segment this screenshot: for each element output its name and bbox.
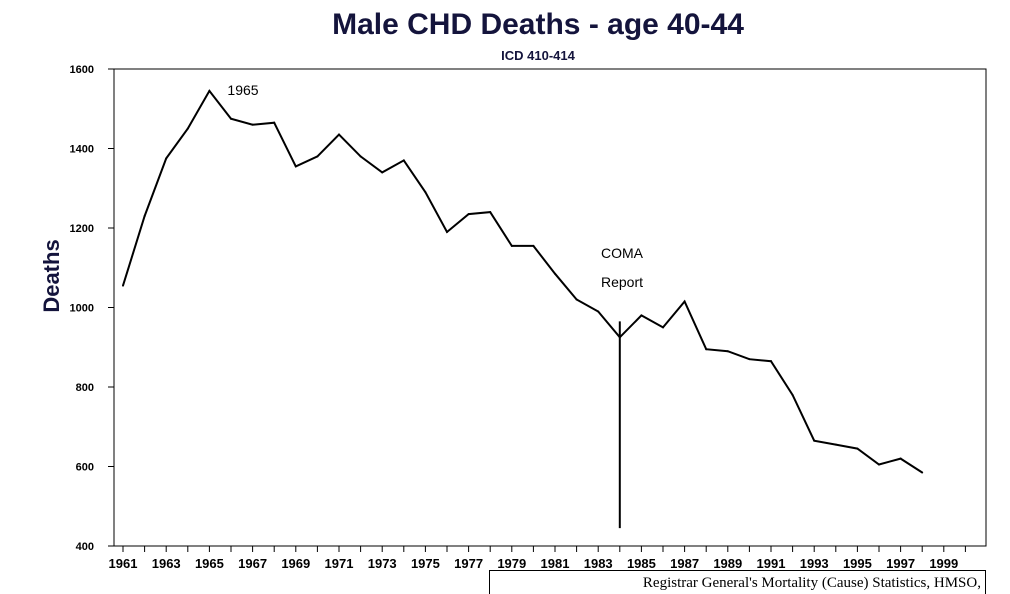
x-tick-label: 1991 bbox=[757, 556, 786, 571]
x-tick-label: 1961 bbox=[109, 556, 138, 571]
data-point bbox=[165, 157, 168, 160]
x-tick-label: 1989 bbox=[713, 556, 742, 571]
chart-title: Male CHD Deaths - age 40-44 bbox=[332, 8, 744, 41]
data-point bbox=[791, 393, 794, 396]
x-axis: 1961 1963 1965 1967 1969 1971 1973 1975 1977 1979… bbox=[109, 546, 966, 571]
x-tick-label: 1969 bbox=[281, 556, 310, 571]
x-tick-label: 1973 bbox=[368, 556, 397, 571]
annotation-label: Report bbox=[601, 274, 643, 290]
x-tick-label: 1971 bbox=[325, 556, 354, 571]
y-axis: 400 600 800 1000 1200 1400 1600 bbox=[70, 64, 114, 553]
data-point bbox=[316, 155, 319, 158]
y-tick-label: 400 bbox=[76, 541, 94, 553]
y-tick-label: 600 bbox=[76, 462, 94, 474]
x-tick-label: 1979 bbox=[497, 556, 526, 571]
data-point bbox=[554, 272, 556, 275]
data-point bbox=[381, 171, 384, 174]
x-tick-label: 1995 bbox=[843, 556, 872, 571]
x-tick-label: 1967 bbox=[238, 556, 267, 571]
annotation-label: COMA bbox=[601, 245, 644, 261]
data-point bbox=[186, 127, 189, 130]
data-point bbox=[618, 336, 621, 339]
data-point bbox=[230, 117, 232, 120]
data-point bbox=[424, 191, 427, 194]
annotations: 1965 COMA Report bbox=[227, 82, 643, 290]
data-point bbox=[770, 360, 772, 363]
data-point bbox=[294, 165, 297, 168]
data-point bbox=[834, 443, 837, 446]
data-point bbox=[402, 159, 405, 162]
data-point bbox=[510, 244, 513, 247]
data-point bbox=[813, 439, 816, 442]
data-point bbox=[143, 215, 146, 218]
data-point bbox=[726, 350, 729, 353]
data-point bbox=[122, 284, 124, 287]
x-tick-label: 1987 bbox=[670, 556, 699, 571]
data-point bbox=[683, 300, 686, 303]
data-point bbox=[640, 314, 643, 317]
x-tick-label: 1977 bbox=[454, 556, 483, 571]
x-tick-label: 1965 bbox=[195, 556, 224, 571]
data-point bbox=[489, 211, 492, 214]
data-point bbox=[446, 230, 448, 233]
x-tick-label: 1999 bbox=[929, 556, 958, 571]
x-tick-label: 1963 bbox=[152, 556, 181, 571]
plot-area-frame bbox=[113, 68, 987, 547]
y-tick-label: 1600 bbox=[70, 64, 94, 76]
y-tick-label: 1000 bbox=[70, 303, 94, 315]
data-point bbox=[208, 89, 211, 92]
y-tick-label: 1400 bbox=[70, 144, 94, 156]
data-point bbox=[662, 326, 664, 329]
data-point bbox=[251, 123, 254, 126]
x-tick-label: 1983 bbox=[584, 556, 613, 571]
y-tick-label: 800 bbox=[76, 382, 94, 394]
data-point bbox=[878, 463, 880, 466]
x-tick-label: 1985 bbox=[627, 556, 656, 571]
x-tick-label: 1993 bbox=[800, 556, 829, 571]
y-axis-label: Deaths bbox=[39, 239, 64, 312]
data-point bbox=[467, 213, 470, 216]
chart-subtitle: ICD 410-414 bbox=[501, 48, 575, 63]
x-tick-label: 1981 bbox=[541, 556, 570, 571]
data-point bbox=[273, 121, 276, 124]
x-tick-label: 1975 bbox=[411, 556, 440, 571]
data-point bbox=[575, 298, 578, 301]
x-tick-label: 1997 bbox=[886, 556, 915, 571]
data-point bbox=[532, 244, 535, 247]
data-point bbox=[359, 155, 362, 158]
data-point bbox=[597, 310, 600, 313]
data-point bbox=[899, 457, 902, 460]
data-point bbox=[338, 133, 340, 136]
data-point bbox=[705, 348, 708, 351]
source-note: Registrar General's Mortality (Cause) St… bbox=[489, 570, 986, 594]
y-tick-label: 1200 bbox=[70, 223, 94, 235]
annotation-label: 1965 bbox=[227, 82, 258, 98]
data-point bbox=[748, 358, 751, 361]
data-point bbox=[921, 471, 924, 474]
data-point bbox=[856, 447, 859, 450]
series-line bbox=[122, 89, 923, 474]
